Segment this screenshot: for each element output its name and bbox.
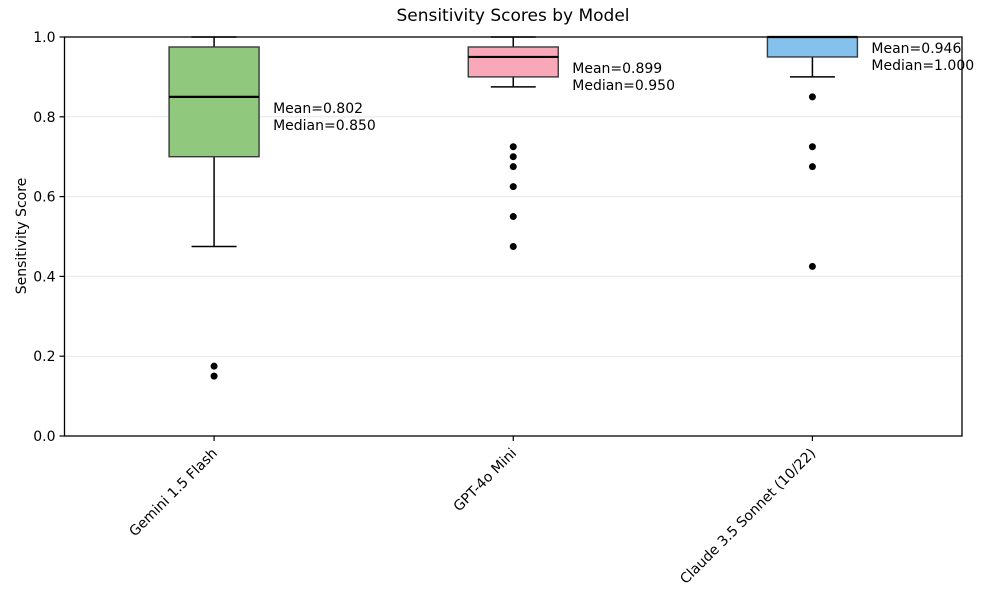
x-tick-label: Claude 3.5 Sonnet (10/22): [677, 446, 819, 588]
annotation-text: Mean=0.946: [871, 41, 961, 57]
box: [467, 46, 559, 78]
outlier-point: [210, 362, 218, 370]
y-tick-label: 1.0: [33, 30, 55, 46]
outlier-point: [509, 213, 517, 221]
outlier-point: [808, 163, 816, 171]
y-tick-label: 0.4: [33, 269, 55, 285]
outlier-point: [509, 163, 517, 171]
y-axis-label: Sensitivity Score: [14, 177, 30, 295]
outlier-point: [509, 143, 517, 151]
outlier-point: [808, 143, 816, 151]
axis-frame: [63, 36, 963, 437]
annotation-text: Median=1.000: [871, 58, 974, 74]
annotation-text: Median=0.950: [572, 78, 675, 94]
outlier-point: [808, 262, 816, 270]
annotation-text: Mean=0.899: [572, 61, 662, 77]
box: [168, 46, 260, 158]
y-tick-label: 0.2: [33, 349, 55, 365]
outlier-point: [509, 183, 517, 191]
outlier-point: [210, 372, 218, 380]
y-tick-label: 0.6: [33, 190, 55, 206]
y-tick-label: 0.0: [33, 429, 55, 445]
outlier-point: [509, 242, 517, 250]
annotation-text: Mean=0.802: [273, 101, 363, 117]
x-tick-label: GPT-4o Mini: [451, 446, 520, 515]
box: [766, 36, 859, 58]
x-tick-label: Gemini 1.5 Flash: [126, 446, 220, 540]
outlier-point: [509, 153, 517, 161]
y-tick-label: 0.8: [33, 110, 55, 126]
annotation-text: Median=0.850: [273, 118, 376, 134]
chart-title: Sensitivity Scores by Model: [396, 6, 630, 26]
outlier-point: [808, 93, 816, 101]
